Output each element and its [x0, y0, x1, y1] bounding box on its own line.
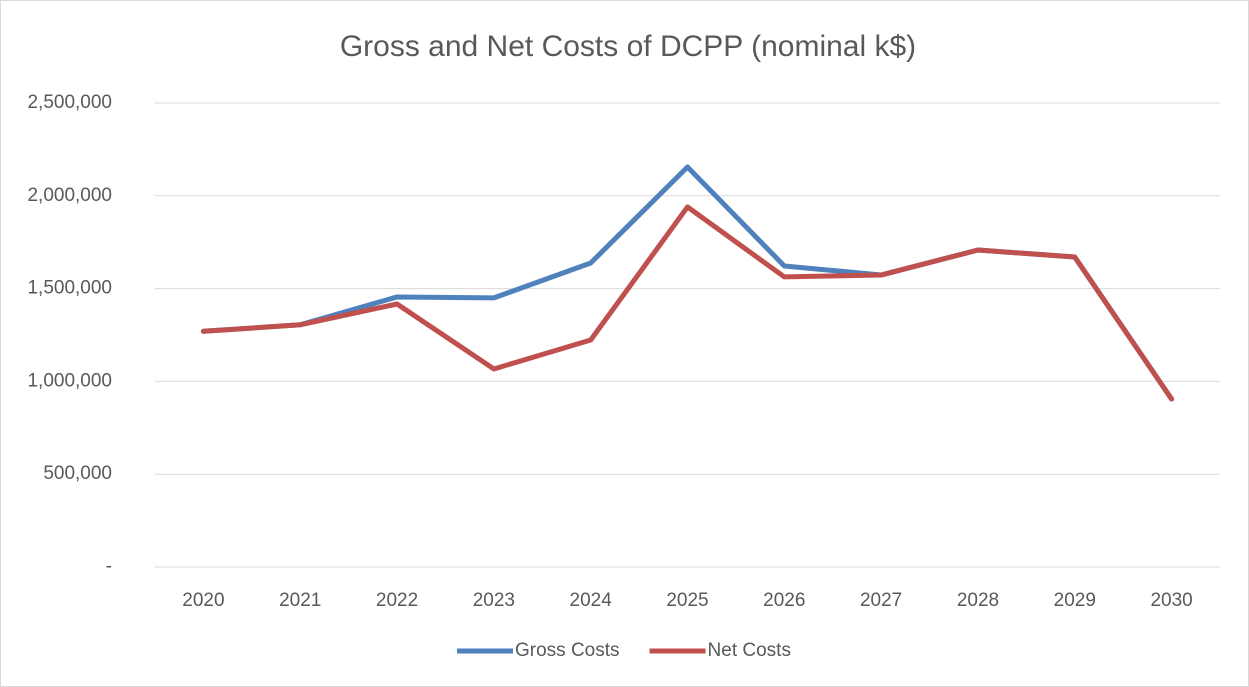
- x-tick-label: 2025: [666, 590, 708, 611]
- x-tick-label: 2029: [1054, 590, 1096, 611]
- y-tick-label: 1,000,000: [27, 370, 112, 391]
- y-tick-label: 500,000: [43, 463, 112, 484]
- y-tick-label: 2,000,000: [27, 185, 112, 206]
- x-tick-label: 2030: [1150, 590, 1192, 611]
- y-tick-label: -: [106, 556, 112, 577]
- x-tick-label: 2023: [473, 590, 515, 611]
- x-tick-label: 2022: [376, 590, 418, 611]
- y-tick-label: 1,500,000: [27, 278, 112, 299]
- legend-label: Net Costs: [708, 640, 791, 661]
- series-line: [200, 204, 1175, 402]
- legend-label: Gross Costs: [515, 640, 620, 661]
- x-tick-label: 2021: [279, 590, 321, 611]
- x-tick-label: 2028: [957, 590, 999, 611]
- x-tick-label: 2024: [570, 590, 613, 611]
- x-tick-label: 2027: [860, 590, 902, 611]
- x-tick-label: 2026: [763, 590, 805, 611]
- x-tick-label: 2020: [182, 590, 224, 611]
- chart-title: Gross and Net Costs of DCPP (nominal k$): [340, 30, 916, 63]
- y-tick-label: 2,500,000: [27, 92, 112, 113]
